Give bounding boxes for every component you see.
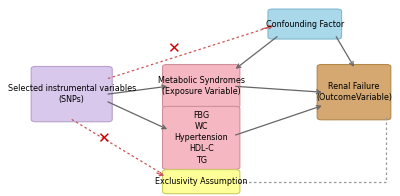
FancyBboxPatch shape xyxy=(162,106,240,169)
Text: FBG
WC
Hypertension
HDL-C
TG: FBG WC Hypertension HDL-C TG xyxy=(174,111,228,165)
Text: ✕: ✕ xyxy=(167,41,180,56)
FancyBboxPatch shape xyxy=(31,66,112,122)
Text: Selected instrumental variables
(SNPs): Selected instrumental variables (SNPs) xyxy=(8,84,136,104)
FancyBboxPatch shape xyxy=(162,64,240,108)
Text: Metabolic Syndromes
(Exposure Variable): Metabolic Syndromes (Exposure Variable) xyxy=(158,76,245,96)
Text: Exclusivity Assumption: Exclusivity Assumption xyxy=(155,177,247,186)
Text: Confounding Factor: Confounding Factor xyxy=(266,20,344,29)
FancyBboxPatch shape xyxy=(268,9,342,39)
FancyBboxPatch shape xyxy=(317,64,391,120)
Text: ✕: ✕ xyxy=(97,131,110,146)
Text: Renal Failure
(OutcomeVariable): Renal Failure (OutcomeVariable) xyxy=(316,82,392,102)
FancyBboxPatch shape xyxy=(162,170,240,194)
